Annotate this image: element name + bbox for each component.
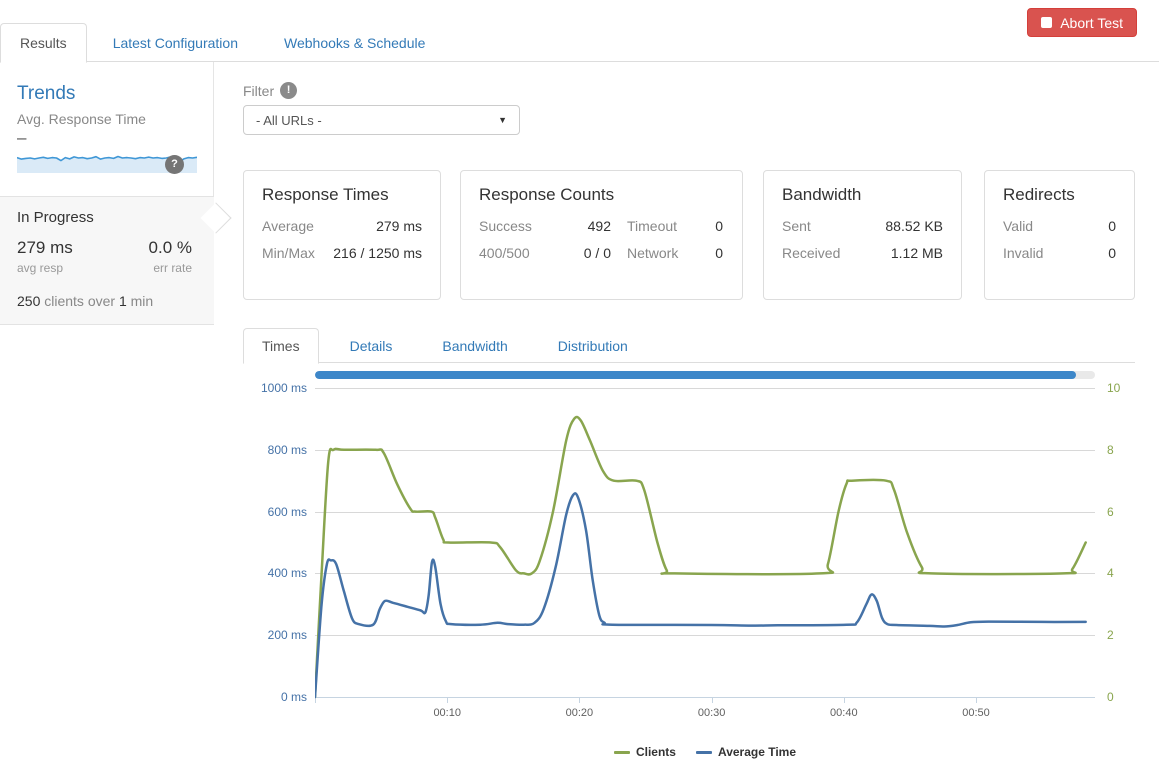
clients-count: 250 bbox=[17, 293, 41, 309]
y-axis-left-tick: 0 ms bbox=[280, 690, 307, 704]
chevron-down-icon: ▼ bbox=[498, 115, 507, 125]
x-axis-tick: 00:30 bbox=[697, 707, 726, 719]
help-icon[interactable]: ? bbox=[165, 155, 184, 174]
clients-text: clients over bbox=[40, 293, 119, 309]
chart-tab-divider bbox=[243, 362, 1135, 363]
avg-response-label: avg resp bbox=[17, 261, 64, 275]
stop-icon bbox=[1041, 17, 1053, 28]
url-filter-value: - All URLs - bbox=[256, 112, 322, 128]
top-tab-bar: Results Latest Configuration Webhooks & … bbox=[0, 0, 1159, 63]
stat-label: Success bbox=[479, 218, 532, 234]
legend-dash-icon bbox=[695, 750, 712, 754]
card-title: Response Counts bbox=[479, 185, 615, 204]
y-axis-left-tick: 600 ms bbox=[267, 504, 307, 519]
trends-subtitle: Avg. Response Time bbox=[17, 111, 146, 127]
y-axis-right-tick: 8 bbox=[1107, 442, 1114, 457]
stat-label: Timeout bbox=[627, 218, 678, 234]
clients-duration: 1 bbox=[118, 293, 127, 309]
chart-tab-bar: Times Details Bandwidth Distribution bbox=[243, 325, 1135, 364]
stat-label: Min/Max bbox=[262, 245, 315, 261]
abort-test-label: Abort Test bbox=[1060, 14, 1123, 31]
times-chart: 0 ms 200 ms 400 ms 600 ms 800 ms 1000 ms 0 2 4 6… bbox=[243, 363, 1135, 769]
card-title: Response Times bbox=[262, 185, 389, 204]
stat-value: 216 / 1250 ms bbox=[333, 245, 422, 261]
y-axis-right-tick: 6 bbox=[1107, 504, 1114, 519]
trend-value: – bbox=[17, 128, 27, 147]
tab-times[interactable]: Times bbox=[243, 328, 319, 364]
stat-value: 1.12 MB bbox=[890, 245, 943, 261]
tab-details[interactable]: Details bbox=[349, 338, 393, 354]
error-rate-label: err rate bbox=[153, 261, 192, 275]
x-axis-tick: 00:10 bbox=[433, 707, 461, 719]
y-axis-right-tick: 0 bbox=[1107, 690, 1114, 704]
redirects-card: Redirects Valid 0 Invalid 0 bbox=[984, 170, 1135, 300]
legend-label: Average Time bbox=[717, 745, 797, 759]
stat-value: 88.52 KB bbox=[885, 218, 943, 234]
response-times-card: Response Times Average 279 ms Min/Max 216 … bbox=[243, 170, 441, 300]
stat-label: Network bbox=[627, 245, 679, 261]
legend-label: Clients bbox=[635, 745, 676, 759]
stat-value: 0 bbox=[1108, 245, 1116, 261]
response-counts-card: Response Counts Success 492 Timeout 0 400/… bbox=[460, 170, 743, 300]
clients-unit: min bbox=[126, 293, 154, 309]
tab-latest-configuration[interactable]: Latest Configuration bbox=[112, 35, 238, 51]
stat-label: Invalid bbox=[1003, 245, 1044, 261]
trends-title: Trends bbox=[17, 83, 76, 104]
card-title: Redirects bbox=[1003, 185, 1075, 204]
stat-value: 0 bbox=[1108, 218, 1116, 234]
filter-text: Filter bbox=[243, 82, 275, 99]
top-tab-divider bbox=[0, 61, 1159, 62]
clients-summary: 250 clients over 1 min bbox=[17, 293, 153, 309]
chart-plot-area bbox=[313, 388, 1095, 709]
chart-legend: Clients Average Time bbox=[315, 745, 1095, 759]
card-title: Bandwidth bbox=[782, 185, 862, 204]
in-progress-panel: In Progress 279 ms avg resp 0.0 % err ra… bbox=[0, 196, 232, 325]
url-filter-select[interactable]: - All URLs - ▼ bbox=[243, 105, 520, 135]
info-icon[interactable]: ! bbox=[280, 82, 298, 99]
legend-item-clients[interactable]: Clients bbox=[613, 745, 676, 759]
stat-label: Average bbox=[262, 218, 314, 234]
stat-value: 0 bbox=[715, 245, 723, 261]
stat-label: Valid bbox=[1003, 218, 1034, 234]
avg-response-value: 279 ms bbox=[17, 238, 73, 257]
legend-dash-icon bbox=[613, 750, 630, 754]
active-test-arrow-icon bbox=[200, 202, 232, 234]
tab-distribution[interactable]: Distribution bbox=[557, 338, 628, 354]
y-axis-left-tick: 400 ms bbox=[267, 566, 307, 581]
test-progress-bar bbox=[315, 371, 1095, 379]
y-axis-left-tick: 200 ms bbox=[267, 628, 307, 643]
error-rate-value: 0.0 % bbox=[148, 238, 192, 257]
stat-value: 279 ms bbox=[376, 218, 422, 234]
y-axis-right-tick: 4 bbox=[1107, 566, 1114, 581]
filter-label: Filter ! bbox=[243, 82, 298, 99]
stat-value: 492 bbox=[587, 218, 611, 234]
bandwidth-card: Bandwidth Sent 88.52 KB Received 1.12 MB bbox=[763, 170, 962, 300]
y-axis-left-tick: 1000 ms bbox=[260, 381, 307, 395]
stat-label: Sent bbox=[782, 218, 811, 234]
status-heading: In Progress bbox=[17, 209, 94, 226]
stat-value: 0 / 0 bbox=[583, 245, 611, 261]
stat-label: 400/500 bbox=[479, 245, 530, 261]
tab-bandwidth[interactable]: Bandwidth bbox=[442, 338, 508, 354]
x-axis-tick: 00:20 bbox=[565, 707, 594, 719]
series-clients bbox=[313, 415, 1087, 699]
stat-value: 0 bbox=[715, 218, 723, 234]
stat-label: Received bbox=[782, 245, 841, 261]
y-axis-left-tick: 800 ms bbox=[267, 442, 307, 457]
abort-test-button[interactable]: Abort Test bbox=[1027, 8, 1137, 37]
tab-results[interactable]: Results bbox=[0, 23, 87, 63]
y-axis-right-tick: 2 bbox=[1107, 628, 1114, 643]
tab-webhooks-schedule[interactable]: Webhooks & Schedule bbox=[284, 35, 426, 51]
legend-item-average-time[interactable]: Average Time bbox=[695, 745, 797, 759]
trends-sidebar: Trends Avg. Response Time – ? In Progres… bbox=[0, 62, 232, 325]
x-axis-tick: 00:40 bbox=[830, 707, 858, 719]
x-axis-tick: 00:50 bbox=[962, 707, 990, 719]
y-axis-right-tick: 10 bbox=[1107, 381, 1121, 395]
series-average-time bbox=[313, 492, 1087, 699]
